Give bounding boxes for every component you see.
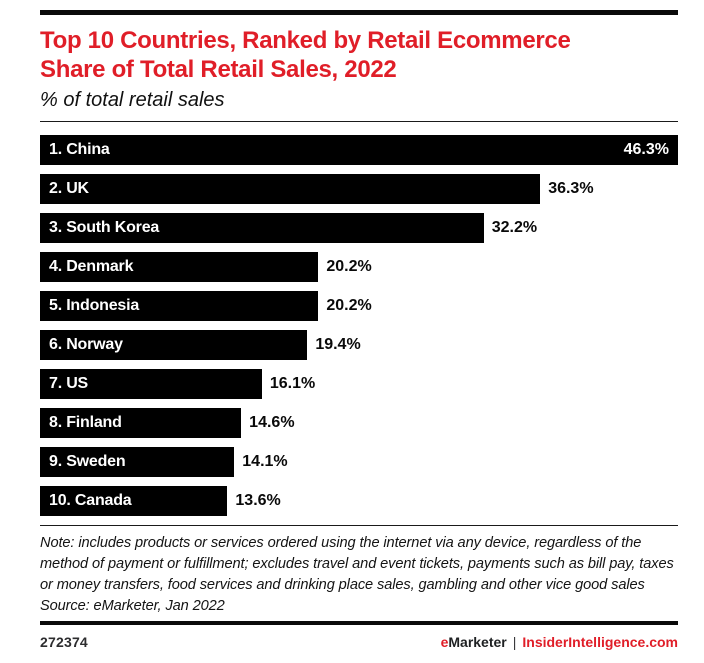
bar: 3. South Korea [40,213,484,243]
bar-category-label: 5. Indonesia [49,297,140,314]
emarketer-logo-text: Marketer [448,634,507,650]
bar-row: 3. South Korea 32.2% [40,213,678,243]
bar-category-label: 8. Finland [49,414,122,431]
note-block: Note: includes products or services orde… [40,526,678,617]
bar-category-label: 4. Denmark [49,258,134,275]
bar-row: 4. Denmark 20.2% [40,252,678,282]
bar: 10. Canada [40,486,228,516]
bar-row: 7. US 16.1% [40,369,678,399]
bar: 5. Indonesia [40,291,319,321]
bar: 4. Denmark [40,252,319,282]
bar-row: 9. Sweden 14.1% [40,447,678,477]
bar-value-label: 16.1% [269,375,316,392]
bar: 8. Finland [40,408,242,438]
bar-category-label: 10. Canada [49,492,132,509]
bar-chart: 1. China 46.3% 2. UK 36.3% 3. South Korea 32.… [40,135,678,516]
bar: 7. US [40,369,262,399]
bar-category-label: 3. South Korea [49,219,160,236]
bar-category-label: 7. US [49,375,89,392]
bar-row: 1. China 46.3% [40,135,678,165]
bar-row: 6. Norway 19.4% [40,330,678,360]
bar: 6. Norway [40,330,308,360]
bar: 1. China 46.3% [40,135,678,165]
bar-value-label: 36.3% [548,180,594,197]
bar-row: 10. Canada 13.6% [40,486,678,516]
bar-value-label: 46.3% [623,141,669,158]
footer-rule [40,621,678,625]
bar: 9. Sweden [40,447,235,477]
brand-lockup: eMarketer | InsiderIntelligence.com [441,634,678,650]
bar-value-label: 14.1% [242,453,288,470]
chart-subtitle: % of total retail sales [40,89,225,111]
top-rule [40,10,678,15]
bar: 2. UK [40,174,541,204]
chart-id: 272374 [40,634,88,650]
bar-value-label: 13.6% [235,492,281,509]
emarketer-logo-e: e [440,634,449,650]
insider-intelligence-link[interactable]: InsiderIntelligence.com [522,634,678,650]
header-divider [40,121,678,122]
bar-category-label: 9. Sweden [49,453,126,470]
bar-category-label: 1. China [49,141,110,158]
bar-row: 2. UK 36.3% [40,174,678,204]
chart-title: Top 10 Countries, Ranked by Retail Ecomm… [40,27,571,83]
bar-value-label: 14.6% [249,414,295,431]
bar-category-label: 2. UK [49,180,89,197]
bar-category-label: 6. Norway [49,336,123,353]
bar-row: 5. Indonesia 20.2% [40,291,678,321]
footer-separator: | [512,634,517,650]
bar-value-label: 32.2% [491,219,538,236]
note-divider [40,525,678,526]
bar-row: 8. Finland 14.6% [40,408,678,438]
bar-value-label: 19.4% [315,336,361,353]
bar-value-label: 20.2% [326,258,372,275]
footer: 272374 eMarketer | InsiderIntelligence.com [40,625,678,650]
source-text: Source: eMarketer, Jan 2022 [40,598,225,614]
note-text: Note: includes products or services orde… [40,535,674,593]
bar-value-label: 20.2% [326,297,372,314]
